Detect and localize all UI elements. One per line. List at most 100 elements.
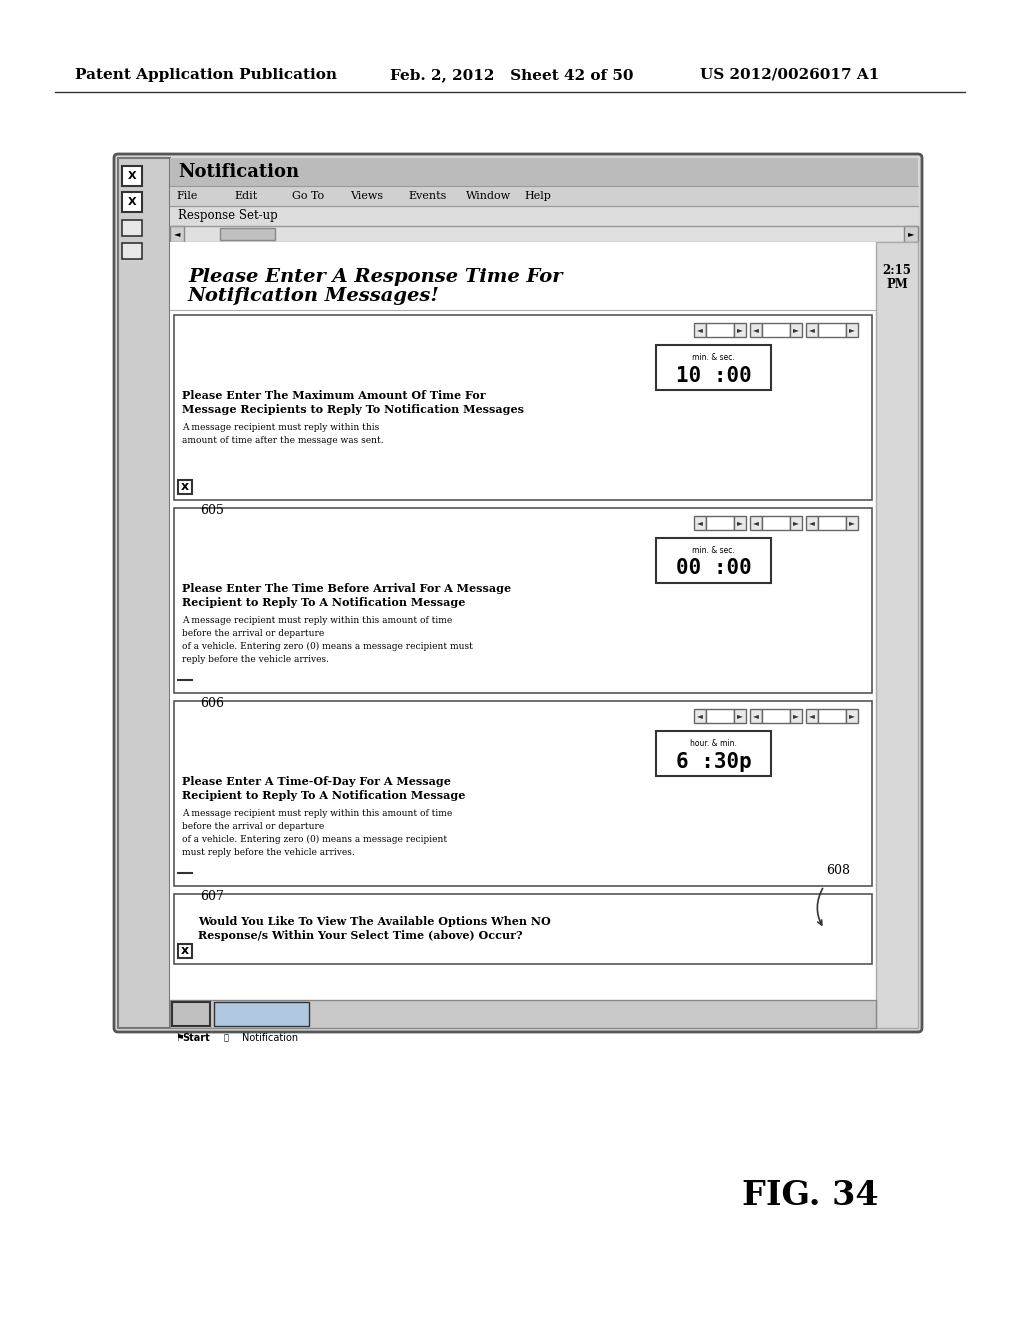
Text: ►: ► <box>737 519 743 528</box>
Text: before the arrival or departure: before the arrival or departure <box>182 822 325 832</box>
Bar <box>750 323 762 337</box>
Text: before the arrival or departure: before the arrival or departure <box>182 630 325 638</box>
Bar <box>734 323 746 337</box>
Text: ◄: ◄ <box>809 519 815 528</box>
Text: ►: ► <box>737 711 743 721</box>
Bar <box>170 206 918 226</box>
Text: Message Recipients to Reply To Notification Messages: Message Recipients to Reply To Notificat… <box>182 404 524 414</box>
Text: Please Enter The Maximum Amount Of Time For: Please Enter The Maximum Amount Of Time … <box>182 389 485 401</box>
Text: ►: ► <box>849 519 855 528</box>
Text: min. & sec.: min. & sec. <box>692 352 735 362</box>
Text: x: x <box>181 480 189 494</box>
Text: reply before the vehicle arrives.: reply before the vehicle arrives. <box>182 655 329 664</box>
Bar <box>734 516 746 531</box>
Bar <box>694 709 706 723</box>
Bar <box>790 516 802 531</box>
Bar <box>174 894 872 964</box>
Bar <box>170 226 184 242</box>
Text: X: X <box>128 197 136 207</box>
Text: 00 :00: 00 :00 <box>676 558 752 578</box>
Text: ►: ► <box>793 711 799 721</box>
Text: Please Enter A Time-Of-Day For A Message: Please Enter A Time-Of-Day For A Message <box>182 776 451 787</box>
Text: 6 :30p: 6 :30p <box>676 751 752 771</box>
Text: ◄: ◄ <box>809 711 815 721</box>
Text: must reply before the vehicle arrives.: must reply before the vehicle arrives. <box>182 847 354 857</box>
Text: x: x <box>181 945 189 957</box>
Bar <box>818 709 846 723</box>
Bar <box>694 323 706 337</box>
Bar <box>790 709 802 723</box>
Text: Recipient to Reply To A Notification Message: Recipient to Reply To A Notification Mes… <box>182 789 465 801</box>
Bar <box>706 323 734 337</box>
Bar <box>122 166 142 186</box>
Bar <box>904 226 918 242</box>
Text: of a vehicle. Entering zero (0) means a message recipient must: of a vehicle. Entering zero (0) means a … <box>182 642 473 651</box>
Bar <box>790 323 802 337</box>
Text: X: X <box>128 172 136 181</box>
Bar <box>170 1001 876 1028</box>
Text: 605: 605 <box>200 504 224 517</box>
Text: ►: ► <box>907 230 914 239</box>
Bar <box>762 709 790 723</box>
Text: Would You Like To View The Available Options When NO: Would You Like To View The Available Opt… <box>198 916 551 927</box>
Bar <box>656 345 771 389</box>
Text: Start: Start <box>182 1034 210 1043</box>
Bar <box>178 944 193 958</box>
Text: 608: 608 <box>826 865 850 876</box>
Text: ►: ► <box>849 711 855 721</box>
Text: Response Set-up: Response Set-up <box>178 210 278 223</box>
Bar <box>122 243 142 259</box>
Bar <box>118 158 170 1028</box>
Text: amount of time after the message was sent.: amount of time after the message was sen… <box>182 436 384 445</box>
Text: ◄: ◄ <box>697 519 702 528</box>
Text: 2:15: 2:15 <box>883 264 911 276</box>
Text: Feb. 2, 2012   Sheet 42 of 50: Feb. 2, 2012 Sheet 42 of 50 <box>390 69 634 82</box>
Bar <box>170 242 876 1028</box>
Text: Response/s Within Your Select Time (above) Occur?: Response/s Within Your Select Time (abov… <box>198 931 522 941</box>
Text: of a vehicle. Entering zero (0) means a message recipient: of a vehicle. Entering zero (0) means a … <box>182 836 447 843</box>
Text: 607: 607 <box>200 890 224 903</box>
Text: File: File <box>176 191 198 201</box>
Text: Events: Events <box>408 191 446 201</box>
Bar <box>122 191 142 213</box>
Text: A message recipient must reply within this amount of time: A message recipient must reply within th… <box>182 809 453 818</box>
Bar <box>818 516 846 531</box>
Text: Go To: Go To <box>292 191 325 201</box>
Bar <box>122 220 142 236</box>
Bar <box>762 516 790 531</box>
Bar <box>694 516 706 531</box>
Text: ◄: ◄ <box>174 230 180 239</box>
Text: ⚑: ⚑ <box>176 1034 184 1043</box>
Bar <box>846 516 858 531</box>
Bar <box>178 480 193 494</box>
Text: 🚗: 🚗 <box>223 1034 228 1043</box>
Bar <box>818 323 846 337</box>
Bar <box>750 516 762 531</box>
Bar <box>734 709 746 723</box>
Bar <box>174 701 872 886</box>
Bar <box>706 516 734 531</box>
Bar <box>656 539 771 583</box>
Bar <box>806 323 818 337</box>
Text: ◄: ◄ <box>753 326 759 334</box>
Text: Notification Messages!: Notification Messages! <box>188 286 440 305</box>
Text: ◄: ◄ <box>753 711 759 721</box>
Text: PM: PM <box>886 277 908 290</box>
Text: Please Enter The Time Before Arrival For A Message: Please Enter The Time Before Arrival For… <box>182 583 511 594</box>
Text: FIG. 34: FIG. 34 <box>741 1179 879 1212</box>
Bar <box>170 226 918 242</box>
Text: 606: 606 <box>200 697 224 710</box>
Text: ◄: ◄ <box>697 711 702 721</box>
Text: A message recipient must reply within this amount of time: A message recipient must reply within th… <box>182 616 453 624</box>
Text: Edit: Edit <box>234 191 257 201</box>
Bar <box>172 1002 210 1026</box>
Text: ◄: ◄ <box>753 519 759 528</box>
Bar <box>846 709 858 723</box>
Text: A message recipient must reply within this: A message recipient must reply within th… <box>182 422 379 432</box>
FancyArrowPatch shape <box>817 888 822 925</box>
Bar <box>214 1002 309 1026</box>
Bar <box>170 186 918 206</box>
Text: Notification: Notification <box>242 1034 298 1043</box>
Text: ►: ► <box>737 326 743 334</box>
Text: hour. & min.: hour. & min. <box>690 739 737 748</box>
